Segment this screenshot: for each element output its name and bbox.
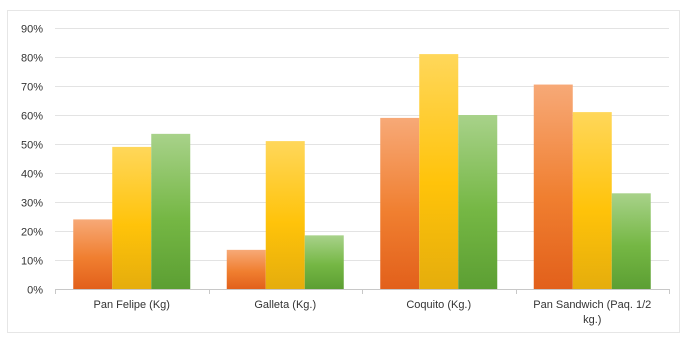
y-tick-label: 50%: [21, 140, 43, 152]
bar-series3-cat2: [304, 235, 344, 289]
bar-series1-cat2: [226, 249, 266, 289]
bar-series1-cat4: [533, 84, 573, 289]
x-category-label: Coquito (Kg.): [406, 299, 471, 311]
x-category-label: Pan Felipe (Kg): [94, 299, 170, 311]
y-tick-label: 10%: [21, 256, 43, 268]
y-tick-label: 80%: [21, 53, 43, 65]
bar-series2-cat1: [112, 146, 152, 289]
y-tick-label: 70%: [21, 82, 43, 94]
bars: [73, 54, 651, 290]
bar-series2-cat2: [265, 141, 305, 289]
y-tick-label: 0%: [27, 285, 43, 297]
bar-series1-cat1: [73, 219, 113, 289]
axes: [55, 289, 670, 294]
x-category-label: Pan Sandwich (Paq. 1/2 kg.): [533, 299, 651, 326]
bar-series1-cat3: [380, 117, 420, 290]
bar-series2-cat4: [572, 112, 612, 289]
y-tick-label: 40%: [21, 169, 43, 181]
y-tick-label: 30%: [21, 198, 43, 210]
labels: 0% 10% 20% 30% 40% 50% 60% 70% 80% 90% Pan Felipe …: [21, 24, 651, 327]
y-tick-label: 20%: [21, 227, 43, 239]
bar-series3-cat3: [458, 115, 498, 289]
x-category-label: Galleta (Kg.): [254, 299, 316, 311]
bar-series3-cat4: [611, 193, 651, 289]
y-tick-label: 90%: [21, 24, 43, 36]
bar-series3-cat1: [151, 133, 191, 289]
bar-series2-cat3: [419, 54, 459, 289]
chart-frame: [7, 10, 680, 333]
y-tick-label: 60%: [21, 111, 43, 123]
